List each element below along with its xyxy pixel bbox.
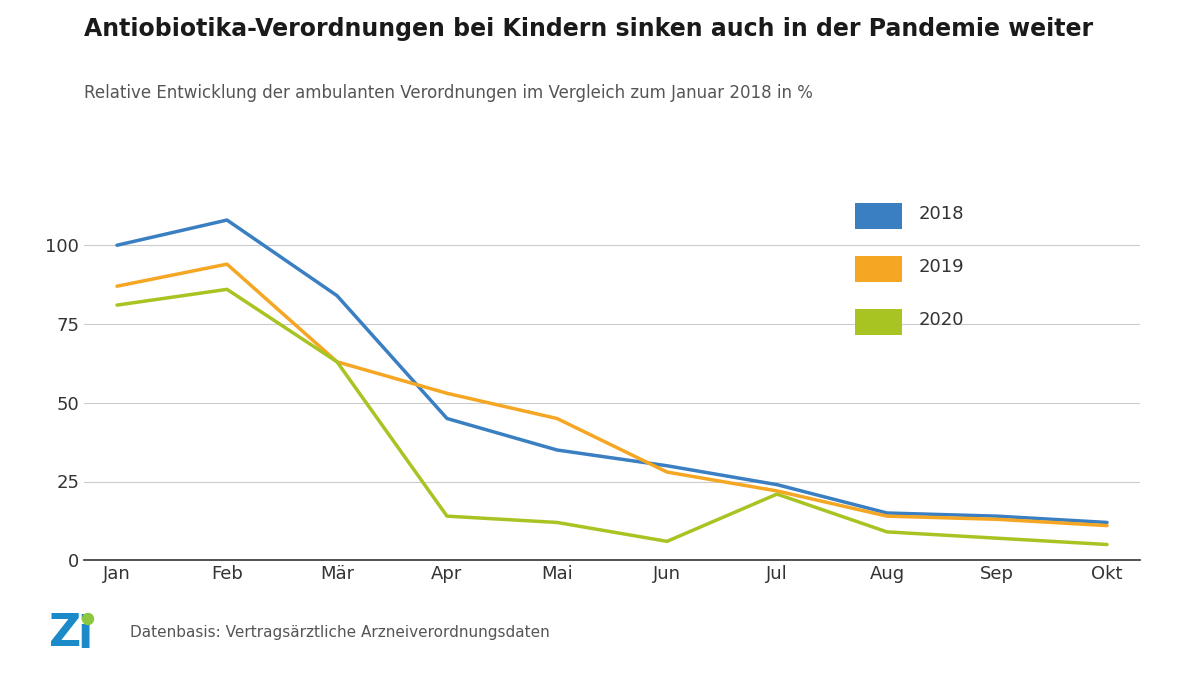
Text: Antiobiotika-Verordnungen bei Kindern sinken auch in der Pandemie weiter: Antiobiotika-Verordnungen bei Kindern si… xyxy=(84,17,1093,41)
Text: Z: Z xyxy=(49,612,82,655)
Text: Relative Entwicklung der ambulanten Verordnungen im Vergleich zum Januar 2018 in: Relative Entwicklung der ambulanten Vero… xyxy=(84,84,812,103)
Text: i: i xyxy=(77,614,92,657)
Text: 2019: 2019 xyxy=(918,259,964,276)
Text: 2018: 2018 xyxy=(918,205,964,223)
FancyBboxPatch shape xyxy=(854,256,902,282)
Text: Datenbasis: Vertragsärztliche Arzneiverordnungsdaten: Datenbasis: Vertragsärztliche Arzneivero… xyxy=(130,626,550,641)
FancyBboxPatch shape xyxy=(854,309,902,335)
Circle shape xyxy=(83,614,94,624)
Text: 2020: 2020 xyxy=(918,311,964,329)
FancyBboxPatch shape xyxy=(854,203,902,230)
